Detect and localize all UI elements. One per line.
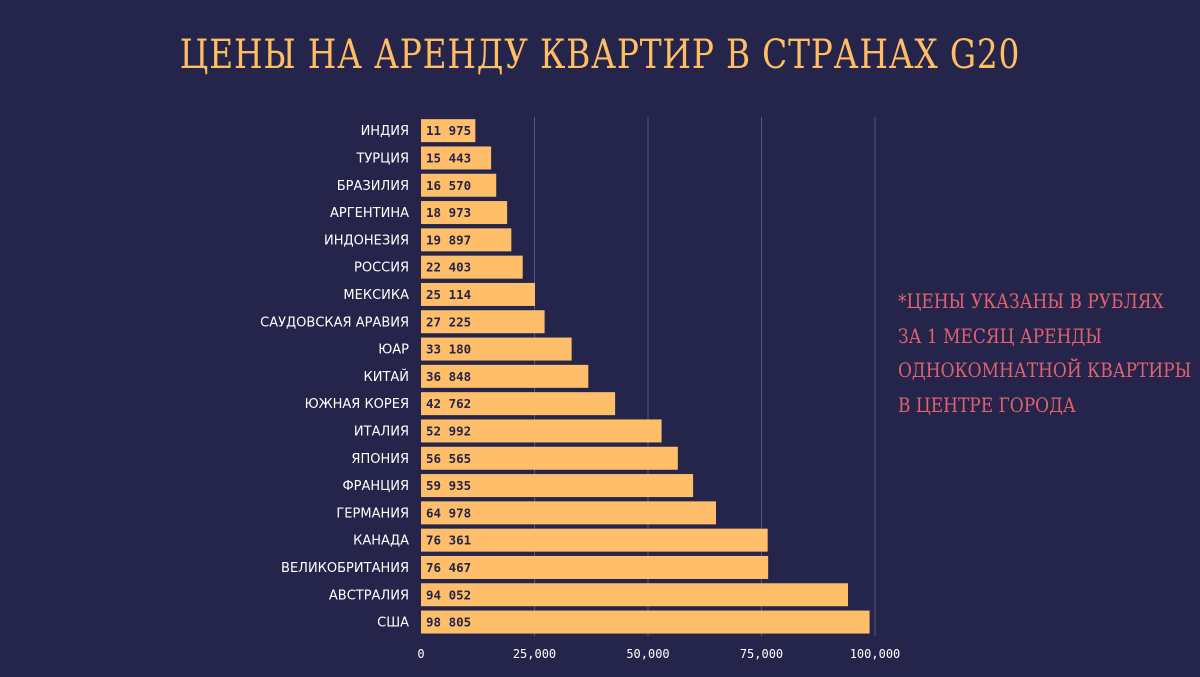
category-label: ИНДИЯ bbox=[361, 124, 409, 139]
bar bbox=[421, 555, 769, 579]
footnote-line-4: В ЦЕНТРЕ ГОРОДА bbox=[898, 392, 1076, 417]
category-label: МЕКСИКА bbox=[343, 288, 409, 303]
bar-value-label: 19 897 bbox=[426, 232, 471, 247]
bar bbox=[421, 282, 536, 306]
bar bbox=[421, 173, 497, 197]
bar bbox=[421, 228, 512, 252]
category-label: ВЕЛИКОБРИТАНИЯ bbox=[281, 561, 409, 576]
x-tick-label: 0 bbox=[417, 647, 424, 661]
bar bbox=[421, 392, 616, 416]
bar-value-label: 33 180 bbox=[426, 342, 471, 357]
chart-title: ЦЕНЫ НА АРЕНДУ КВАРТИР В СТРАНАХ G20 bbox=[179, 32, 1021, 78]
x-axis-ticks: 0 25,000 50,000 75,000 100,000 bbox=[417, 647, 900, 661]
bar bbox=[421, 419, 662, 443]
x-tick-label: 50,000 bbox=[626, 647, 669, 661]
category-label: АВСТРАЛИЯ bbox=[329, 588, 409, 603]
category-label: ИНДОНЕЗИЯ bbox=[324, 233, 409, 248]
bar-value-label: 27 225 bbox=[426, 314, 471, 329]
bar-value-label: 42 762 bbox=[426, 396, 471, 411]
bar-value-label: 98 805 bbox=[426, 615, 471, 630]
bar bbox=[421, 337, 572, 361]
bar bbox=[421, 474, 694, 498]
bar-value-label: 52 992 bbox=[426, 423, 471, 438]
category-label: БРАЗИЛИЯ bbox=[337, 179, 409, 194]
footnote-line-3: ОДНОКОМНАТНОЙ КВАРТИРЫ bbox=[898, 358, 1192, 382]
bar bbox=[421, 528, 768, 552]
bar-value-label: 59 935 bbox=[426, 478, 471, 493]
category-label: САУДОВСКАЯ АРАВИЯ bbox=[260, 315, 409, 330]
bar-value-label: 94 052 bbox=[426, 587, 471, 602]
bar bbox=[421, 119, 476, 143]
bar bbox=[421, 446, 678, 470]
x-tick-label: 100,000 bbox=[850, 647, 901, 661]
bar-value-label: 16 570 bbox=[426, 178, 471, 193]
bar bbox=[421, 310, 545, 334]
bar bbox=[421, 364, 589, 388]
x-tick-label: 25,000 bbox=[513, 647, 556, 661]
category-label: ЮАР bbox=[378, 343, 409, 358]
category-label: ТУРЦИЯ bbox=[355, 151, 409, 166]
category-label: ИТАЛИЯ bbox=[354, 424, 409, 439]
bars: 11 975 15 443 16 570 18 973 19 897 22 403 25 1… bbox=[421, 119, 870, 634]
footnote: *ЦЕНЫ УКАЗАНЫ В РУБЛЯХ ЗА 1 МЕСЯЦ АРЕНДЫ… bbox=[898, 284, 1192, 422]
category-label: АРГЕНТИНА bbox=[330, 206, 409, 221]
bar bbox=[421, 201, 508, 225]
bar-value-label: 25 114 bbox=[426, 287, 471, 302]
bar bbox=[421, 583, 848, 607]
category-label: ЯПОНИЯ bbox=[351, 452, 409, 467]
bar-value-label: 64 978 bbox=[426, 505, 471, 520]
x-tick-label: 75,000 bbox=[740, 647, 783, 661]
bar-value-label: 56 565 bbox=[426, 451, 471, 466]
category-labels: ИНДИЯ ТУРЦИЯ БРАЗИЛИЯ АРГЕНТИНА ИНДОНЕЗИЯ РОС… bbox=[260, 124, 409, 630]
bar-value-label: 11 975 bbox=[426, 123, 471, 138]
category-label: ФРАНЦИЯ bbox=[342, 479, 409, 494]
bar-value-label: 76 361 bbox=[426, 533, 471, 548]
bar bbox=[421, 146, 492, 170]
category-label: ГЕРМАНИЯ bbox=[336, 506, 409, 521]
category-label: КИТАЙ bbox=[363, 369, 409, 385]
footnote-line-1: *ЦЕНЫ УКАЗАНЫ В РУБЛЯХ bbox=[898, 289, 1164, 313]
bar-value-label: 22 403 bbox=[426, 260, 471, 275]
footnote-line-2: ЗА 1 МЕСЯЦ АРЕНДЫ bbox=[898, 323, 1102, 348]
bar bbox=[421, 610, 870, 634]
category-label: РОССИЯ bbox=[354, 261, 409, 276]
bar bbox=[421, 501, 717, 525]
category-label: ЮЖНАЯ КОРЕЯ bbox=[305, 397, 409, 412]
category-label: США bbox=[377, 616, 409, 631]
bar bbox=[421, 255, 523, 279]
category-label: КАНАДА bbox=[353, 534, 409, 549]
bar-value-label: 36 848 bbox=[426, 369, 471, 384]
bar-value-label: 18 973 bbox=[426, 205, 471, 220]
bar-value-label: 15 443 bbox=[426, 150, 471, 165]
bar-value-label: 76 467 bbox=[426, 560, 471, 575]
